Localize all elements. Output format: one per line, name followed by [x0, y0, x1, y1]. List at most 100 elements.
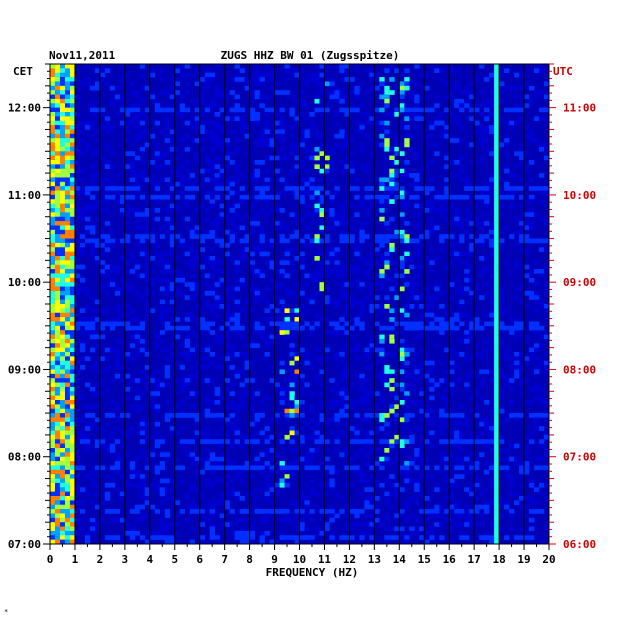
heatmap-cell [254, 138, 260, 143]
heatmap-cell [374, 238, 380, 244]
heatmap-cell [139, 133, 146, 139]
heatmap-cell [384, 177, 390, 183]
heatmap-cell [59, 168, 66, 174]
heatmap-cell [344, 365, 350, 370]
heatmap-cell [494, 517, 500, 523]
heatmap-cell [69, 90, 76, 95]
heatmap-cell [399, 487, 405, 492]
heatmap-cell [364, 386, 370, 392]
heatmap-cell [54, 347, 61, 353]
heatmap-cell [84, 216, 91, 222]
heatmap-cell [59, 308, 66, 314]
heatmap-cell [494, 98, 500, 104]
heatmap-cell [359, 81, 365, 87]
heatmap-cell [254, 504, 260, 510]
heatmap-cell [359, 530, 365, 536]
heatmap-cell [69, 330, 76, 335]
heatmap-cell [64, 373, 71, 379]
heatmap-cell [274, 491, 280, 497]
heatmap-cell [439, 234, 445, 239]
heatmap-cell [364, 522, 370, 527]
heatmap-cell [394, 260, 400, 266]
heatmap-cell [254, 194, 260, 200]
heatmap-cell [54, 90, 61, 95]
heatmap-cell [419, 469, 425, 475]
heatmap-cell [339, 221, 345, 226]
heatmap-cell [299, 238, 305, 244]
heatmap-cell [529, 386, 535, 392]
heatmap-cell [399, 72, 405, 78]
heatmap-cell [89, 517, 96, 523]
heatmap-cell [519, 325, 525, 331]
heatmap-cell [394, 68, 400, 74]
heatmap-cell [309, 212, 315, 218]
heatmap-cell [179, 103, 186, 108]
heatmap-cell [134, 325, 141, 331]
heatmap-cell [314, 129, 320, 135]
heatmap-cell [339, 295, 345, 300]
heatmap-cell [404, 269, 410, 274]
heatmap-cell [319, 225, 325, 231]
heatmap-cell [324, 461, 330, 466]
heatmap-cell [269, 434, 275, 440]
heatmap-cell [304, 168, 310, 174]
heatmap-cell [364, 500, 370, 506]
heatmap-cell [399, 177, 405, 183]
heatmap-cell [529, 526, 535, 532]
heatmap-cell [69, 77, 76, 82]
heatmap-cell [474, 413, 480, 418]
heatmap-cell [464, 286, 470, 292]
heatmap-cell [79, 330, 86, 335]
heatmap-cell [259, 413, 265, 418]
heatmap-cell [449, 496, 455, 501]
heatmap-cell [69, 129, 76, 135]
heatmap-cell [294, 186, 300, 191]
heatmap-cell [169, 181, 176, 187]
heatmap-cell [294, 212, 300, 218]
heatmap-cell [69, 295, 76, 300]
heatmap-cell [89, 413, 96, 418]
heatmap-cell [439, 120, 445, 126]
heatmap-cell [514, 186, 520, 191]
heatmap-cell [294, 522, 300, 527]
heatmap-cell [534, 299, 540, 305]
heatmap-cell [399, 343, 405, 348]
heatmap-cell [329, 509, 335, 514]
heatmap-cell [194, 421, 200, 427]
heatmap-cell [469, 509, 475, 514]
heatmap-cell [304, 500, 310, 506]
heatmap-cell [499, 295, 505, 300]
heatmap-cell [199, 456, 205, 462]
heatmap-cell [169, 317, 176, 322]
heatmap-cell [369, 203, 375, 209]
heatmap-cell [274, 269, 280, 274]
heatmap-cell [469, 160, 475, 165]
heatmap-cell [339, 408, 345, 414]
heatmap-cell [324, 465, 330, 471]
heatmap-cell [379, 238, 385, 244]
heatmap-cell [354, 194, 360, 200]
heatmap-cell [489, 177, 495, 183]
heatmap-cell [209, 321, 215, 327]
heatmap-cell [449, 112, 455, 117]
heatmap-cell [469, 461, 475, 466]
heatmap-cell [469, 434, 475, 440]
heatmap-cell [524, 247, 530, 252]
heatmap-cell [494, 430, 500, 436]
heatmap-cell [259, 430, 265, 436]
heatmap-cell [369, 308, 375, 314]
heatmap-cell [279, 138, 285, 143]
heatmap-cell [244, 434, 250, 440]
heatmap-cell [64, 500, 71, 506]
heatmap-cell [99, 177, 106, 183]
heatmap-cell [64, 421, 71, 427]
heatmap-cell [254, 299, 260, 305]
heatmap-cell [79, 264, 86, 270]
heatmap-cell [364, 269, 370, 274]
heatmap-cell [264, 448, 270, 453]
heatmap-cell [119, 277, 126, 283]
heatmap-cell [514, 264, 520, 270]
heatmap-cell [149, 373, 156, 379]
heatmap-cell [134, 221, 141, 226]
heatmap-cell [309, 452, 315, 458]
